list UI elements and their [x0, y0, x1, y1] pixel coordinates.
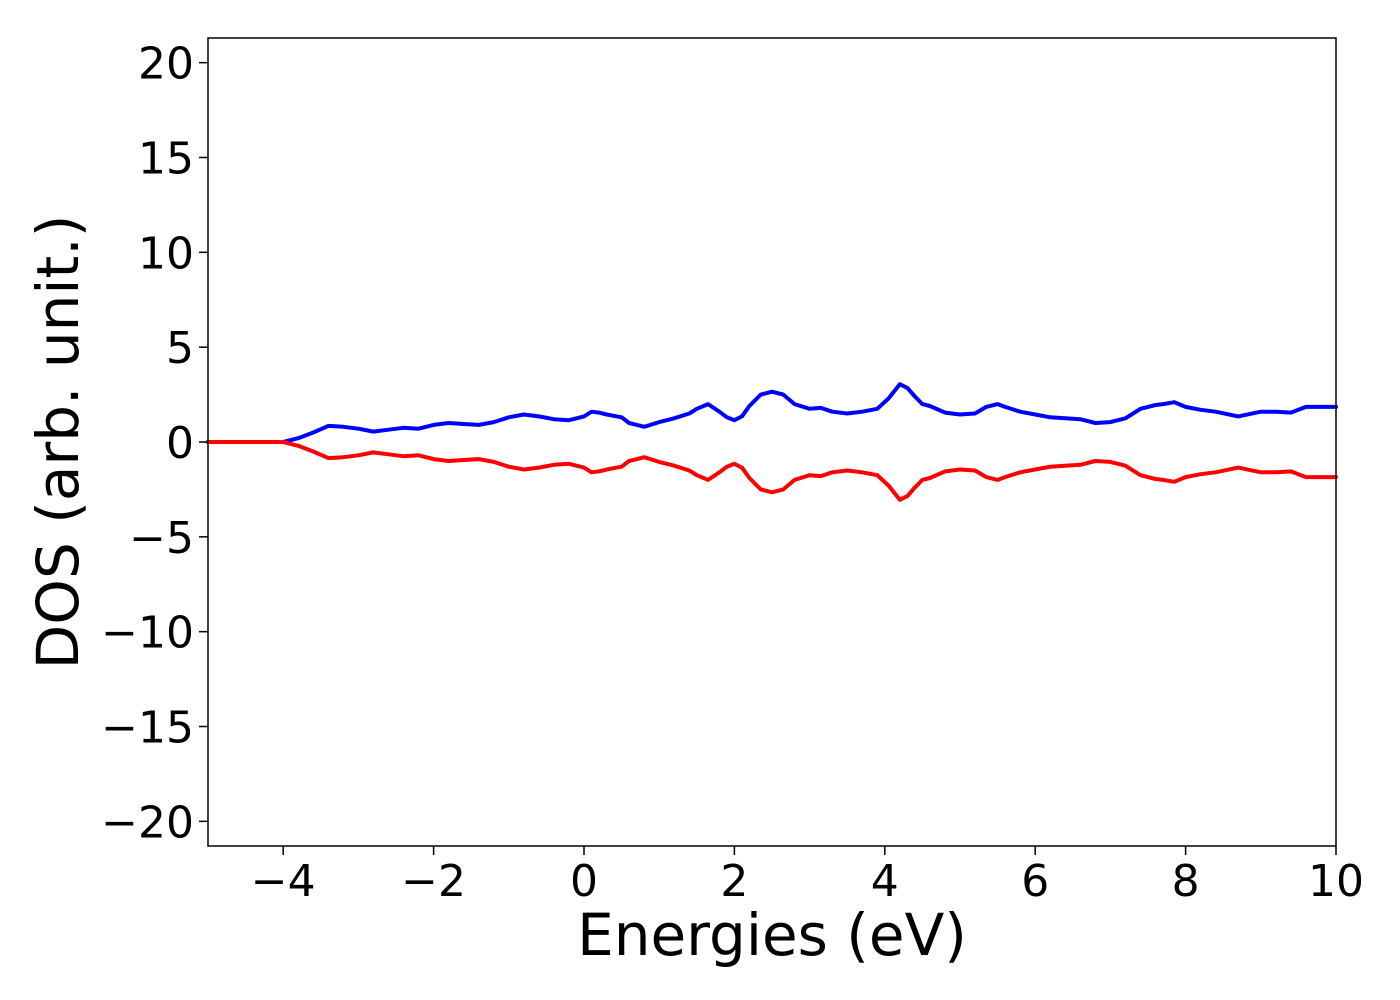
x-axis-ticks: −4 −2 0 2 4 6 8 10 [251, 846, 1364, 907]
series-layer [206, 382, 1338, 502]
x-axis-label: Energies (eV) [577, 901, 967, 969]
y-tick-label: −5 [129, 513, 194, 564]
y-axis-label: DOS (arb. unit.) [24, 215, 92, 670]
y-tick-label: 0 [166, 418, 194, 469]
y-tick-label: 15 [138, 133, 194, 184]
y-axis-ticks: 20 15 10 5 0 −5 −10 −15 −20 [101, 39, 208, 848]
x-tick-label: 4 [871, 856, 899, 907]
y-tick-label: 5 [166, 323, 194, 374]
x-tick-label: −4 [251, 856, 316, 907]
x-tick-label: 10 [1308, 856, 1364, 907]
x-tick-label: 8 [1172, 856, 1200, 907]
x-tick-label: 0 [570, 856, 598, 907]
y-tick-label: 20 [138, 39, 194, 90]
y-tick-label: −10 [101, 608, 194, 659]
x-tick-label: 6 [1021, 856, 1049, 907]
x-tick-label: −2 [401, 856, 466, 907]
series-line-2 [206, 440, 1338, 502]
y-tick-label: 10 [138, 228, 194, 279]
y-tick-label: −15 [101, 703, 194, 754]
y-tick-label: −20 [101, 797, 194, 848]
x-tick-label: 2 [720, 856, 748, 907]
plot-frame [207, 37, 1337, 847]
series-line-1 [206, 382, 1338, 444]
